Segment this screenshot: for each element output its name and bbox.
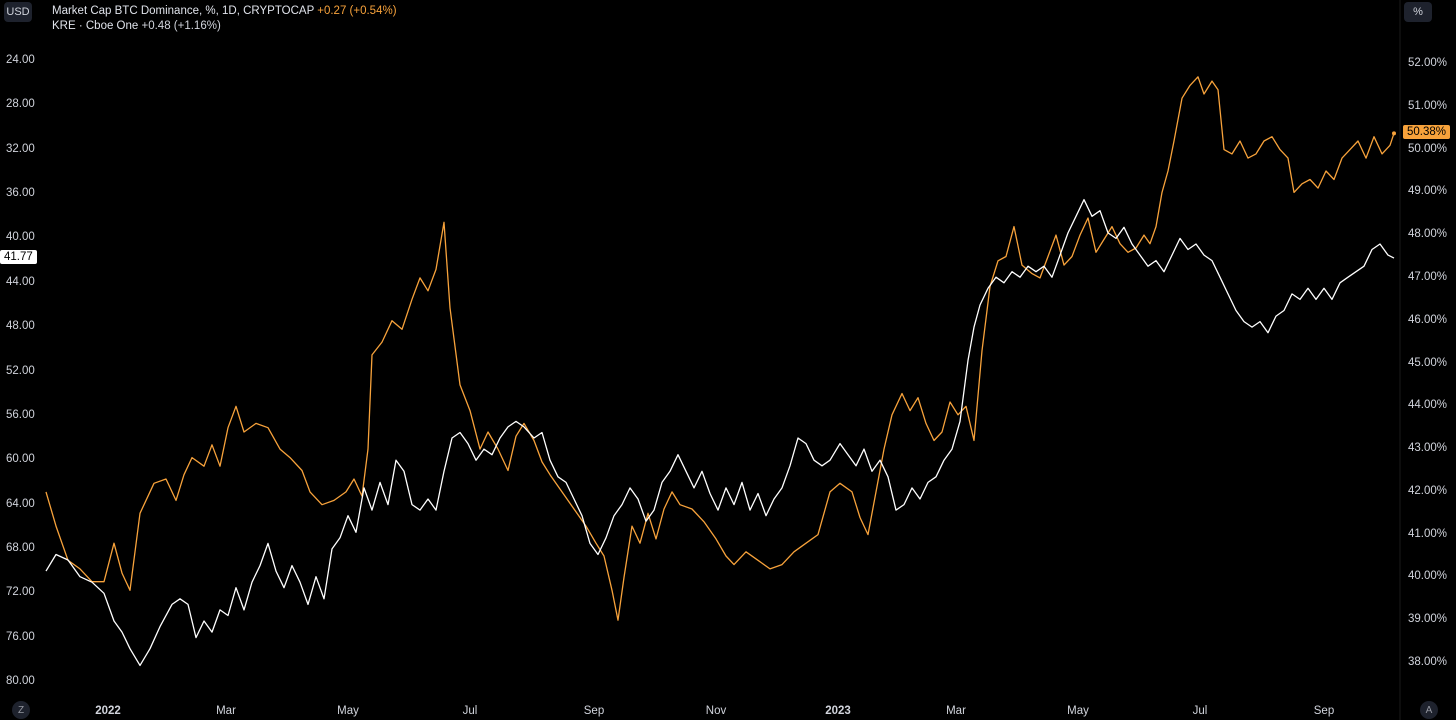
time-axis-tick: Sep: [1313, 705, 1335, 717]
right-axis-tick: 49.00%: [1408, 185, 1448, 198]
left-axis-tick: 44.00: [6, 275, 35, 288]
time-axis-tick: May: [337, 705, 359, 717]
time-axis-tick: 2023: [825, 705, 851, 717]
right-axis-tick: 42.00%: [1408, 484, 1448, 497]
chart-legend: Market Cap BTC Dominance, %, 1D, CRYPTOC…: [52, 4, 397, 34]
left-axis-tick: 64.00: [6, 497, 35, 510]
time-axis-tick: Jul: [462, 705, 478, 717]
left-axis-tick: 28.00: [6, 98, 35, 111]
left-axis-tick: 76.00: [6, 630, 35, 643]
legend-btc-change: +0.27 (+0.54%): [317, 5, 397, 17]
auto-scale-button[interactable]: A: [1420, 701, 1438, 719]
time-axis-tick: Mar: [216, 705, 236, 717]
legend-row-kre[interactable]: KRE · Cboe One +0.48 (+1.16%): [52, 19, 397, 34]
left-axis-tick: 68.00: [6, 541, 35, 554]
left-axis-tick: 52.00: [6, 364, 35, 377]
time-axis-tick: Nov: [705, 705, 727, 717]
legend-btc-label: Market Cap BTC Dominance, %, 1D, CRYPTOC…: [52, 5, 315, 17]
right-axis-tick: 38.00%: [1408, 656, 1448, 668]
left-axis-tick: 36.00: [6, 187, 35, 200]
time-axis-tick: May: [1067, 705, 1089, 717]
right-axis-tick: 44.00%: [1408, 399, 1448, 412]
left-axis-tick: 40.00: [6, 231, 35, 244]
legend-kre-label: KRE · Cboe One: [52, 20, 139, 32]
zoom-button[interactable]: Z: [12, 701, 30, 719]
left-axis-tick: 80.00: [6, 675, 35, 687]
left-axis-tick: 24.00: [6, 54, 35, 66]
time-axis-tick: Sep: [583, 705, 605, 717]
kre-last-value-badge: 41.77: [0, 250, 37, 265]
left-axis-tick: 72.00: [6, 586, 35, 599]
btc-last-value-badge: 50.38%: [1403, 125, 1451, 140]
right-axis-tick: 45.00%: [1408, 356, 1448, 369]
right-axis-tick: 50.00%: [1408, 142, 1448, 155]
left-axis-tick: 56.00: [6, 408, 35, 421]
right-axis-tick: 41.00%: [1408, 527, 1448, 540]
right-axis-tick: 39.00%: [1408, 613, 1448, 626]
time-axis-tick: 2022: [95, 705, 121, 717]
btc-last-point: [1392, 131, 1396, 136]
right-axis-tick: 46.00%: [1408, 313, 1448, 326]
legend-kre-change: +0.48 (+1.16%): [141, 20, 221, 32]
kre-series-line[interactable]: [45, 198, 1395, 667]
right-axis-tick: 48.00%: [1408, 228, 1448, 241]
time-axis-tick: Jul: [1192, 705, 1208, 717]
series-layer: [45, 76, 1396, 667]
btc-dominance-series-line[interactable]: [45, 76, 1395, 621]
percent-scale-button[interactable]: %: [1404, 2, 1432, 22]
time-axis-tick: Mar: [946, 705, 966, 717]
currency-unit-button[interactable]: USD: [4, 2, 32, 22]
left-axis-tick: 32.00: [6, 142, 35, 155]
right-axis-tick: 43.00%: [1408, 442, 1448, 455]
left-axis-tick: 48.00: [6, 320, 35, 333]
legend-row-btc[interactable]: Market Cap BTC Dominance, %, 1D, CRYPTOC…: [52, 4, 397, 19]
left-axis-tick: 60.00: [6, 453, 35, 466]
right-axis-tick: 52.00%: [1408, 57, 1448, 69]
right-axis-tick: 47.00%: [1408, 270, 1448, 283]
right-axis-tick: 51.00%: [1408, 99, 1448, 112]
right-axis-tick: 40.00%: [1408, 570, 1448, 583]
